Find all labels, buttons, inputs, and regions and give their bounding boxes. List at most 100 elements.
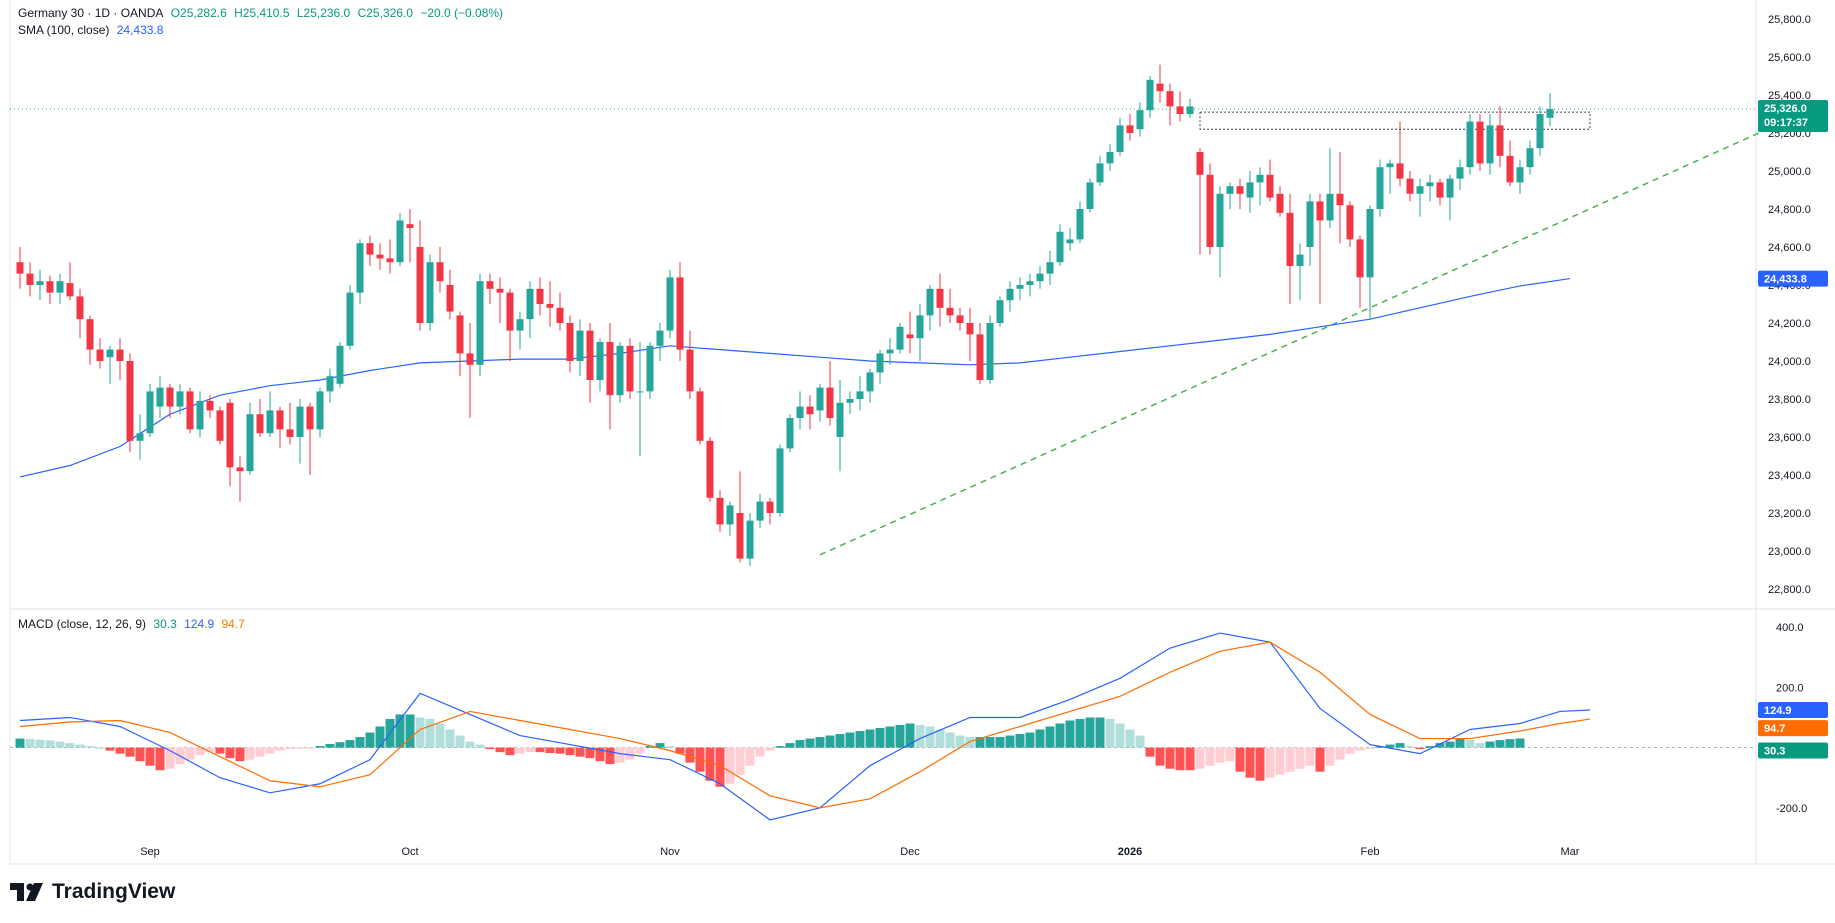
- macd-histogram-bar: [25, 739, 35, 748]
- macd-axis-tick: 400.0: [1776, 622, 1804, 634]
- macd-histogram-bar: [1315, 747, 1325, 772]
- candle-body: [26, 273, 34, 285]
- candle-body: [446, 285, 454, 312]
- sma-price-tag-text: 24,433.8: [1764, 274, 1807, 286]
- macd-histogram-bar: [445, 729, 455, 748]
- candle: [86, 315, 94, 365]
- resistance-box: [1199, 111, 1591, 130]
- price-axis-tick: 22,800.0: [1768, 584, 1811, 596]
- candle: [1346, 201, 1354, 247]
- candle: [206, 395, 214, 418]
- candle: [1146, 76, 1154, 118]
- candle: [1136, 102, 1144, 137]
- candle-body: [296, 406, 304, 437]
- candle: [476, 273, 484, 377]
- candle: [1156, 64, 1164, 103]
- sma-price-tag: 24,433.8: [1758, 270, 1828, 287]
- candle: [146, 383, 154, 437]
- candle-body: [106, 349, 114, 358]
- macd-histogram-bar: [455, 735, 465, 748]
- macd-histogram-bar: [395, 714, 405, 748]
- tradingview-logo[interactable]: TradingView: [10, 880, 175, 904]
- macd-signal-value: 94.7: [221, 617, 245, 631]
- macd-histogram-bar: [635, 747, 645, 754]
- macd-histogram-bar: [705, 747, 715, 781]
- sma-legend[interactable]: SMA (100, close) 24,433.8: [18, 23, 167, 37]
- candle-body: [846, 399, 854, 403]
- sma-label[interactable]: SMA (100, close): [18, 23, 110, 37]
- candle-body: [1486, 125, 1494, 164]
- candle-body: [276, 410, 284, 430]
- macd-histogram-bar: [905, 723, 915, 748]
- macd-histogram-bar: [1305, 747, 1315, 766]
- candle: [1406, 171, 1414, 202]
- macd-histogram-bar: [1165, 747, 1175, 769]
- macd-histogram-bar: [965, 737, 975, 748]
- candle-body: [286, 429, 294, 437]
- candle: [106, 345, 114, 384]
- candle-body: [806, 406, 814, 415]
- candle: [756, 494, 764, 529]
- candle-body: [1166, 91, 1174, 107]
- candle-body: [826, 387, 834, 418]
- macd-histogram-bar: [415, 717, 425, 748]
- sma-value: 24,433.8: [116, 23, 164, 37]
- candle: [1516, 159, 1524, 194]
- candle-body: [696, 391, 704, 441]
- candle: [286, 402, 294, 445]
- macd-histogram-bar: [1465, 740, 1475, 748]
- macd-histogram-bar: [825, 735, 835, 748]
- candle: [1066, 228, 1074, 251]
- candle-body: [946, 307, 954, 316]
- candle: [1046, 250, 1054, 285]
- candle: [1376, 159, 1384, 217]
- candle-body: [1506, 155, 1514, 183]
- candle-body: [746, 520, 754, 559]
- price-axis-tick: 25,000.0: [1768, 166, 1811, 178]
- macd-histogram-bar: [105, 747, 115, 751]
- candle-body: [386, 258, 394, 263]
- macd-histogram-bar: [1345, 747, 1355, 754]
- candle: [36, 269, 44, 301]
- macd-label[interactable]: MACD (close, 12, 26, 9): [18, 617, 147, 631]
- candle-body: [566, 323, 574, 361]
- candle-body: [876, 353, 884, 373]
- candle-body: [536, 288, 544, 304]
- candle: [636, 342, 644, 456]
- candle: [416, 220, 424, 331]
- candle-body: [926, 288, 934, 316]
- candle: [936, 273, 944, 327]
- macd-histogram-bar: [645, 746, 655, 748]
- candle-body: [176, 391, 184, 407]
- candle: [1056, 224, 1064, 266]
- macd-histogram-bar: [795, 740, 805, 748]
- macd-histogram-bar: [665, 746, 675, 748]
- candle-body: [1476, 121, 1484, 164]
- macd-histogram-bar: [435, 723, 445, 748]
- candle: [66, 262, 74, 301]
- macd-histogram-bar: [1325, 747, 1335, 766]
- macd-line-tag-text: 124.9: [1764, 705, 1792, 717]
- candle-body: [1546, 109, 1554, 118]
- macd-legend[interactable]: MACD (close, 12, 26, 9) 30.3 124.9 94.7: [18, 617, 249, 631]
- candle: [1116, 117, 1124, 156]
- macd-hist-tag-bg: [1758, 742, 1828, 759]
- symbol-legend[interactable]: Germany 30 · 1D · OANDA O25,282.6 H25,41…: [18, 6, 507, 20]
- candle-body: [1386, 163, 1394, 168]
- candle: [1426, 174, 1434, 202]
- candle: [1446, 174, 1454, 221]
- macd-line-value: 124.9: [184, 617, 215, 631]
- symbol-title[interactable]: Germany 30 · 1D · OANDA: [18, 6, 164, 20]
- candle-body: [306, 406, 314, 430]
- macd-histogram-bar: [1155, 747, 1165, 766]
- macd-histogram-bar: [765, 747, 775, 751]
- price-axis-tick: 24,200.0: [1768, 318, 1811, 330]
- candle-body: [1196, 152, 1204, 175]
- macd-histogram-bar: [1435, 743, 1445, 748]
- candle-body: [646, 345, 654, 392]
- macd-histogram-bar: [1515, 738, 1525, 748]
- candle-body: [636, 391, 644, 393]
- macd-histogram-bar: [715, 747, 725, 787]
- candle-body: [46, 281, 54, 293]
